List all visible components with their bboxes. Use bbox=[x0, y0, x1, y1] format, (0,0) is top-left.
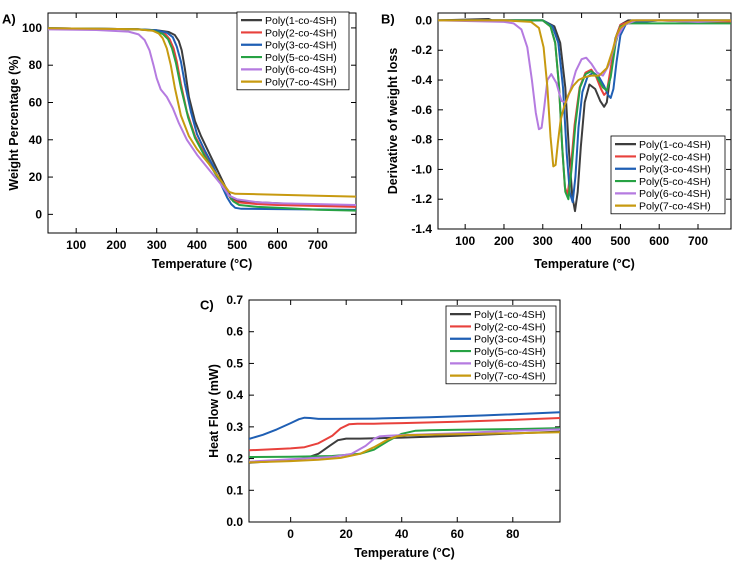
series-line-5 bbox=[48, 28, 356, 206]
series-group bbox=[249, 411, 560, 464]
x-tick-label: 300 bbox=[147, 238, 167, 252]
legend-entry: Poly(2-co-4SH) bbox=[265, 27, 337, 39]
y-tick-label: -1.4 bbox=[411, 222, 432, 236]
legend: Poly(1-co-4SH)Poly(2-co-4SH)Poly(3-co-4S… bbox=[610, 135, 726, 215]
series-line-2 bbox=[249, 417, 560, 452]
panel-label: B) bbox=[381, 12, 395, 27]
plot-frame bbox=[437, 12, 732, 230]
legend-entry: Poly(2-co-4SH) bbox=[639, 151, 711, 163]
legend-entry: Poly(5-co-4SH) bbox=[265, 52, 337, 64]
x-tick-label: 500 bbox=[610, 234, 630, 248]
legend-entry: Poly(6-co-4SH) bbox=[265, 64, 337, 76]
y-tick-label: 100 bbox=[22, 21, 42, 35]
x-tick-label: 100 bbox=[455, 234, 475, 248]
series-line-3 bbox=[48, 27, 356, 211]
series-line-6 bbox=[48, 27, 356, 198]
x-tick-label: 200 bbox=[106, 238, 126, 252]
y-axis-label: Heat Flow (mW) bbox=[207, 364, 221, 458]
x-axis-label: Temperature (°C) bbox=[152, 257, 253, 271]
legend-entry: Poly(6-co-4SH) bbox=[474, 358, 546, 370]
y-tick-label: 0.7 bbox=[226, 293, 243, 307]
series-group bbox=[438, 18, 731, 213]
legend-entry: Poly(7-co-4SH) bbox=[474, 370, 546, 382]
x-tick-label: 80 bbox=[506, 527, 520, 541]
y-tick-label: 0 bbox=[35, 207, 42, 221]
y-tick-label: -0.6 bbox=[411, 103, 432, 117]
y-tick-label: -0.8 bbox=[411, 133, 432, 147]
legend-box bbox=[236, 11, 350, 91]
legend-entry: Poly(1-co-4SH) bbox=[265, 15, 337, 27]
y-tick-label: 0.1 bbox=[226, 483, 243, 497]
x-tick-label: 300 bbox=[533, 234, 553, 248]
y-tick-label: -1.0 bbox=[411, 162, 432, 176]
y-tick-label: 0.4 bbox=[226, 388, 243, 402]
x-tick-label: 40 bbox=[395, 527, 409, 541]
y-axis-label: Weight Percentage (%) bbox=[7, 55, 21, 190]
y-tick-label: 0.6 bbox=[226, 325, 243, 339]
y-tick-label: -1.2 bbox=[411, 192, 432, 206]
y-tick-label: 0.2 bbox=[226, 452, 243, 466]
legend-box bbox=[445, 305, 557, 385]
x-axis-label: Temperature (°C) bbox=[354, 546, 455, 560]
x-tick-label: 700 bbox=[308, 238, 328, 252]
y-tick-label: 60 bbox=[29, 95, 43, 109]
chart-panel-1: 100 200 300 400 500 600 700 0 20 40 60 80 100 Tempera… bbox=[2, 11, 357, 271]
x-tick-label: 400 bbox=[572, 234, 592, 248]
legend-entry: Poly(1-co-4SH) bbox=[639, 139, 711, 151]
legend-entry: Poly(5-co-4SH) bbox=[474, 346, 546, 358]
y-tick-label: 0.5 bbox=[226, 356, 243, 370]
legend-entry: Poly(5-co-4SH) bbox=[639, 176, 711, 188]
x-tick-label: 400 bbox=[187, 238, 207, 252]
x-tick-label: 20 bbox=[340, 527, 354, 541]
legend-entry: Poly(7-co-4SH) bbox=[639, 200, 711, 212]
y-tick-label: 0.0 bbox=[226, 515, 243, 529]
y-axis-label: Derivative of weight loss bbox=[386, 48, 400, 195]
chart-panel-3: 0 20 40 60 80 0.0 0.1 0.2 0.3 0.4 0.5 0.6 0.7 Tempera… bbox=[200, 293, 561, 560]
legend-entry: Poly(3-co-4SH) bbox=[639, 164, 711, 176]
x-tick-label: 100 bbox=[66, 238, 86, 252]
y-tick-label: -0.2 bbox=[411, 43, 432, 57]
y-tick-label: 80 bbox=[29, 58, 43, 72]
x-axis-label: Temperature (°C) bbox=[534, 257, 635, 271]
y-tick-label: 20 bbox=[29, 170, 43, 184]
x-tick-label: 500 bbox=[227, 238, 247, 252]
y-tick-label: -0.4 bbox=[411, 73, 432, 87]
plot-frame bbox=[47, 12, 357, 234]
chart-panel-2: 100 200 300 400 500 600 700 0.0 -0.2 -0.4 -0.6 -0.8… bbox=[381, 12, 732, 271]
y-tick-label: 0.3 bbox=[226, 420, 243, 434]
x-tick-label: 700 bbox=[688, 234, 708, 248]
panel-label: A) bbox=[2, 12, 16, 27]
plot-frame bbox=[248, 299, 561, 523]
series-line-6 bbox=[249, 431, 560, 464]
x-tick-label: 600 bbox=[649, 234, 669, 248]
series-group bbox=[48, 27, 356, 212]
x-tick-label: 60 bbox=[451, 527, 465, 541]
legend-entry: Poly(7-co-4SH) bbox=[265, 76, 337, 88]
legend-entry: Poly(2-co-4SH) bbox=[474, 321, 546, 333]
x-tick-label: 200 bbox=[494, 234, 514, 248]
series-line-3 bbox=[249, 411, 560, 440]
series-line-5 bbox=[249, 428, 560, 463]
legend: Poly(1-co-4SH)Poly(2-co-4SH)Poly(3-co-4S… bbox=[445, 305, 557, 385]
legend-entry: Poly(6-co-4SH) bbox=[639, 188, 711, 200]
x-tick-label: 600 bbox=[267, 238, 287, 252]
y-tick-label: 0.0 bbox=[415, 13, 432, 27]
legend-entry: Poly(1-co-4SH) bbox=[474, 309, 546, 321]
legend-entry: Poly(3-co-4SH) bbox=[265, 40, 337, 52]
panel-label: C) bbox=[200, 298, 214, 313]
y-tick-label: 40 bbox=[29, 133, 43, 147]
x-tick-label: 0 bbox=[287, 527, 294, 541]
legend-entry: Poly(3-co-4SH) bbox=[474, 334, 546, 346]
series-line-6 bbox=[438, 19, 731, 168]
legend-box bbox=[610, 135, 726, 215]
legend: Poly(1-co-4SH)Poly(2-co-4SH)Poly(3-co-4S… bbox=[236, 11, 350, 91]
